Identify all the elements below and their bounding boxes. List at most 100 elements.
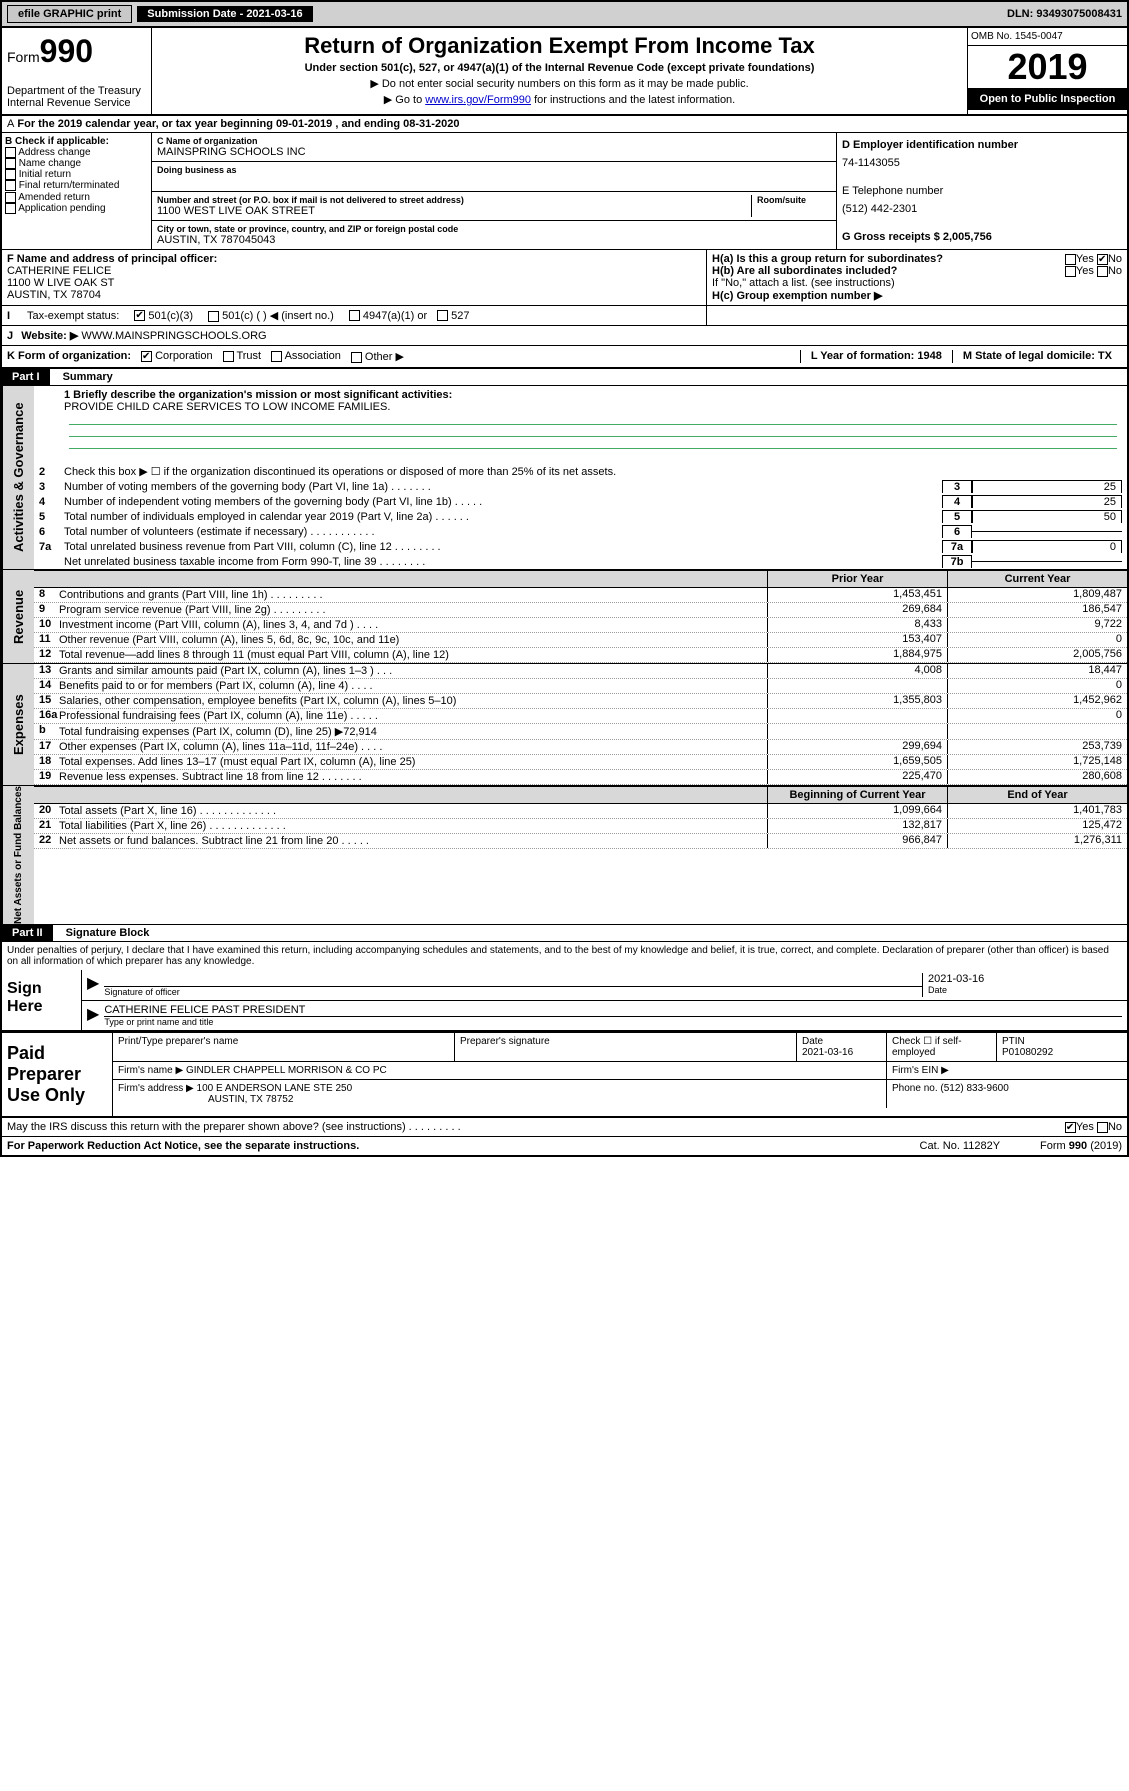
form-footer: Form 990 (2019) bbox=[1040, 1140, 1122, 1152]
k-label: K Form of organization: bbox=[7, 350, 131, 363]
ein-value: 74-1143055 bbox=[842, 154, 1122, 172]
city-label: City or town, state or province, country… bbox=[157, 224, 831, 234]
check-b-header: B Check if applicable: bbox=[5, 136, 148, 147]
chk-other[interactable]: Other ▶ bbox=[351, 350, 404, 363]
officer-addr1: 1100 W LIVE OAK ST bbox=[7, 277, 701, 289]
form-number-box: Form990 Department of the Treasury Inter… bbox=[2, 28, 152, 114]
table-row: 22Net assets or fund balances. Subtract … bbox=[34, 834, 1127, 849]
chk-initial-return[interactable]: Initial return bbox=[5, 169, 148, 180]
hdr-begin-year: Beginning of Current Year bbox=[767, 787, 947, 803]
instruction-1: ▶ Do not enter social security numbers o… bbox=[162, 77, 957, 90]
org-city: AUSTIN, TX 787045043 bbox=[157, 234, 831, 246]
paid-preparer-label: Paid Preparer Use Only bbox=[2, 1033, 112, 1116]
chk-527[interactable]: 527 bbox=[437, 310, 469, 322]
instr2-post: for instructions and the latest informat… bbox=[531, 94, 735, 106]
chk-501c3[interactable]: 501(c)(3) bbox=[134, 310, 193, 322]
efile-button[interactable]: efile GRAPHIC print bbox=[7, 5, 132, 23]
table-row: 14Benefits paid to or for members (Part … bbox=[34, 679, 1127, 694]
prep-name-label: Print/Type preparer's name bbox=[118, 1036, 449, 1047]
addr-label: Number and street (or P.O. box if mail i… bbox=[157, 195, 751, 205]
firm-name-label: Firm's name ▶ bbox=[118, 1065, 183, 1076]
year-formation: L Year of formation: 1948 bbox=[800, 350, 952, 363]
firm-addr2: AUSTIN, TX 78752 bbox=[208, 1094, 293, 1105]
table-row: 15Salaries, other compensation, employee… bbox=[34, 694, 1127, 709]
officer-name: CATHERINE FELICE bbox=[7, 265, 701, 277]
check-if-applicable: B Check if applicable: Address change Na… bbox=[2, 133, 152, 249]
irs-link[interactable]: www.irs.gov/Form990 bbox=[425, 94, 531, 106]
summary-line: Net unrelated business taxable income fr… bbox=[34, 554, 1127, 569]
summary-line: 3Number of voting members of the governi… bbox=[34, 479, 1127, 494]
chk-name-change[interactable]: Name change bbox=[5, 158, 148, 169]
dba-label: Doing business as bbox=[157, 165, 831, 175]
part2-title: Signature Block bbox=[56, 927, 150, 939]
chk-final-return[interactable]: Final return/terminated bbox=[5, 180, 148, 191]
chk-501c[interactable]: 501(c) ( ) ◀ (insert no.) bbox=[208, 309, 334, 322]
table-row: 16aProfessional fundraising fees (Part I… bbox=[34, 709, 1127, 724]
instr2-pre: ▶ Go to bbox=[384, 94, 425, 106]
table-row: 21Total liabilities (Part X, line 26) . … bbox=[34, 819, 1127, 834]
chk-amended[interactable]: Amended return bbox=[5, 192, 148, 203]
sig-officer-label: Signature of officer bbox=[104, 987, 922, 997]
table-row: 11Other revenue (Part VIII, column (A), … bbox=[34, 633, 1127, 648]
phone-label: E Telephone number bbox=[842, 182, 1122, 200]
chk-discuss-no[interactable] bbox=[1097, 1122, 1108, 1133]
dept-treasury: Department of the Treasury Internal Reve… bbox=[7, 85, 146, 109]
arrow-icon: ▶ bbox=[87, 973, 99, 997]
summary-line: 5Total number of individuals employed in… bbox=[34, 509, 1127, 524]
vtab-revenue: Revenue bbox=[2, 570, 34, 663]
cat-no: Cat. No. 11282Y bbox=[920, 1140, 1001, 1152]
ptin-value: P01080292 bbox=[1002, 1047, 1122, 1058]
chk-corporation[interactable]: Corporation bbox=[141, 350, 213, 363]
ein-label: D Employer identification number bbox=[842, 136, 1122, 154]
form-prefix: Form bbox=[7, 49, 40, 65]
table-row: 8Contributions and grants (Part VIII, li… bbox=[34, 588, 1127, 603]
vtab-expenses: Expenses bbox=[2, 664, 34, 785]
summary-line: 7aTotal unrelated business revenue from … bbox=[34, 539, 1127, 554]
chk-application-pending[interactable]: Application pending bbox=[5, 203, 148, 214]
dln: DLN: 93493075008431 bbox=[1007, 8, 1122, 20]
chk-trust[interactable]: Trust bbox=[223, 350, 262, 363]
hdr-prior-year: Prior Year bbox=[767, 571, 947, 587]
chk-address-change[interactable]: Address change bbox=[5, 147, 148, 158]
table-row: 17Other expenses (Part IX, column (A), l… bbox=[34, 740, 1127, 755]
table-row: 20Total assets (Part X, line 16) . . . .… bbox=[34, 804, 1127, 819]
hc-label: H(c) Group exemption number ▶ bbox=[712, 289, 1122, 302]
period-row: A For the 2019 calendar year, or tax yea… bbox=[2, 116, 1127, 133]
prep-date-label: Date bbox=[802, 1036, 881, 1047]
sig-name: CATHERINE FELICE PAST PRESIDENT bbox=[104, 1004, 1122, 1017]
chk-4947[interactable]: 4947(a)(1) or bbox=[349, 310, 427, 322]
table-row: 12Total revenue—add lines 8 through 11 (… bbox=[34, 648, 1127, 663]
hb-row: H(b) Are all subordinates included? Yes … bbox=[712, 265, 1122, 277]
website-value: WWW.MAINSPRINGSCHOOLS.ORG bbox=[81, 330, 266, 342]
summary-line: 6Total number of volunteers (estimate if… bbox=[34, 524, 1127, 539]
discuss-row: May the IRS discuss this return with the… bbox=[2, 1118, 1127, 1137]
chk-association[interactable]: Association bbox=[271, 350, 341, 363]
hdr-current-year: Current Year bbox=[947, 571, 1127, 587]
vtab-net-assets: Net Assets or Fund Balances bbox=[2, 786, 34, 924]
table-row: 18Total expenses. Add lines 13–17 (must … bbox=[34, 755, 1127, 770]
perjury-text: Under penalties of perjury, I declare th… bbox=[2, 942, 1127, 970]
summary-line: 4Number of independent voting members of… bbox=[34, 494, 1127, 509]
sig-date-label: Date bbox=[928, 985, 1122, 995]
mission-text: PROVIDE CHILD CARE SERVICES TO LOW INCOM… bbox=[64, 401, 1122, 413]
org-address: 1100 WEST LIVE OAK STREET bbox=[157, 205, 751, 217]
prep-check-self[interactable]: Check ☐ if self-employed bbox=[887, 1033, 997, 1061]
state-domicile: M State of legal domicile: TX bbox=[952, 350, 1122, 363]
chk-discuss-yes[interactable] bbox=[1065, 1122, 1076, 1133]
table-row: bTotal fundraising expenses (Part IX, co… bbox=[34, 724, 1127, 740]
arrow-icon: ▶ bbox=[87, 1004, 99, 1027]
paperwork-notice: For Paperwork Reduction Act Notice, see … bbox=[7, 1140, 359, 1152]
ha-row: H(a) Is this a group return for subordin… bbox=[712, 253, 1122, 265]
part2-header: Part II bbox=[2, 925, 53, 941]
instruction-2: ▶ Go to www.irs.gov/Form990 for instruct… bbox=[162, 93, 957, 106]
website-label: Website: ▶ bbox=[21, 330, 78, 342]
firm-name: GINDLER CHAPPELL MORRISON & CO PC bbox=[186, 1065, 387, 1076]
hdr-end-year: End of Year bbox=[947, 787, 1127, 803]
form-title: Return of Organization Exempt From Incom… bbox=[162, 33, 957, 59]
mission-label: 1 Briefly describe the organization's mi… bbox=[64, 389, 1122, 401]
tax-year: 2019 bbox=[968, 46, 1127, 88]
part1-title: Summary bbox=[53, 371, 113, 383]
org-name: MAINSPRING SCHOOLS INC bbox=[157, 146, 831, 158]
firm-addr1: 100 E ANDERSON LANE STE 250 bbox=[197, 1083, 353, 1094]
room-label: Room/suite bbox=[757, 195, 831, 205]
